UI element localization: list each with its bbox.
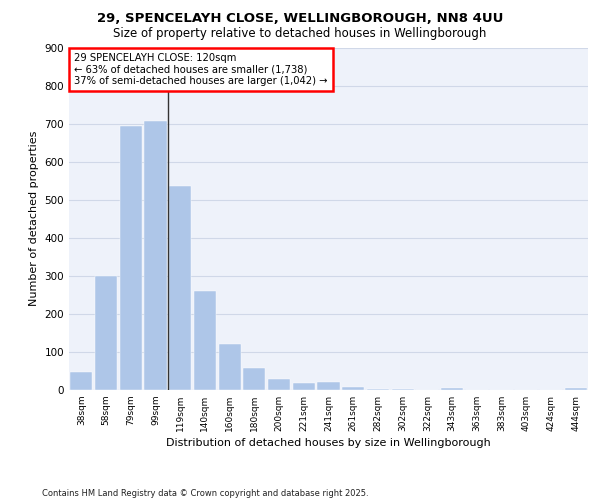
Bar — [367, 389, 389, 390]
Bar — [243, 368, 265, 390]
Bar — [268, 380, 290, 390]
Bar — [293, 383, 315, 390]
Bar — [95, 276, 117, 390]
Bar — [218, 344, 241, 390]
Bar — [317, 382, 340, 390]
Text: Size of property relative to detached houses in Wellingborough: Size of property relative to detached ho… — [113, 28, 487, 40]
Bar — [565, 388, 587, 390]
Bar — [194, 291, 216, 390]
Text: Contains HM Land Registry data © Crown copyright and database right 2025.: Contains HM Land Registry data © Crown c… — [42, 488, 368, 498]
Bar — [145, 122, 167, 390]
X-axis label: Distribution of detached houses by size in Wellingborough: Distribution of detached houses by size … — [166, 438, 491, 448]
Bar — [392, 389, 414, 390]
Y-axis label: Number of detached properties: Number of detached properties — [29, 131, 39, 306]
Bar — [70, 372, 92, 390]
Bar — [169, 186, 191, 390]
Bar — [441, 388, 463, 390]
Text: 29, SPENCELAYH CLOSE, WELLINGBOROUGH, NN8 4UU: 29, SPENCELAYH CLOSE, WELLINGBOROUGH, NN… — [97, 12, 503, 26]
Bar — [342, 387, 364, 390]
Bar — [119, 126, 142, 390]
Text: 29 SPENCELAYH CLOSE: 120sqm
← 63% of detached houses are smaller (1,738)
37% of : 29 SPENCELAYH CLOSE: 120sqm ← 63% of det… — [74, 52, 328, 86]
